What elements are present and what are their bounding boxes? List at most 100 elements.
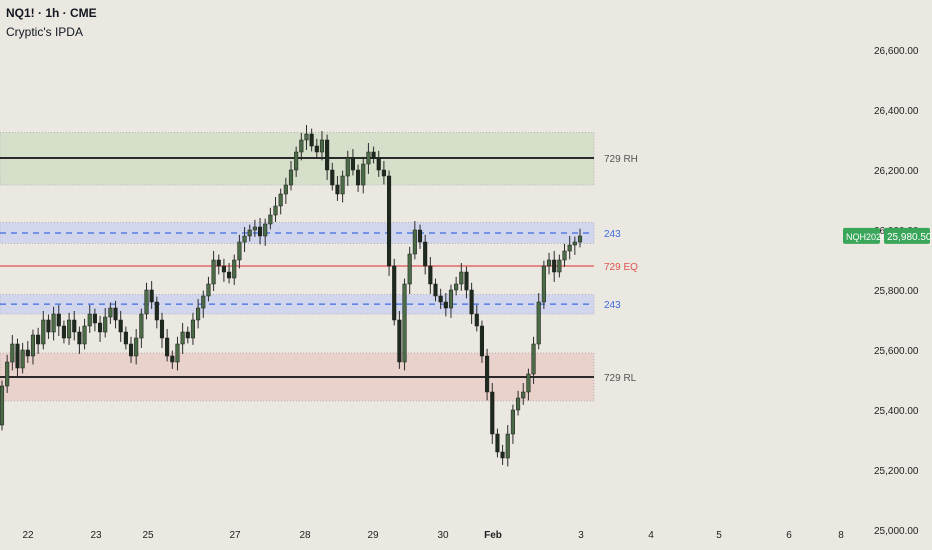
candle-body xyxy=(392,265,397,321)
candle-body xyxy=(294,151,299,171)
candle-body xyxy=(299,139,304,153)
candle-body xyxy=(51,313,56,333)
candle-body xyxy=(118,319,123,333)
candle-body xyxy=(144,289,149,315)
candle-body xyxy=(257,226,263,237)
candle-body xyxy=(577,235,583,243)
candle-body xyxy=(201,295,206,309)
candle-body xyxy=(25,349,30,357)
candle-body xyxy=(304,133,309,141)
candle-body xyxy=(464,271,469,291)
candle-body xyxy=(485,355,490,393)
candle-body xyxy=(15,343,20,369)
candle-body xyxy=(536,301,541,345)
candle-body xyxy=(423,241,428,267)
candle-body xyxy=(5,361,10,387)
price-badge xyxy=(884,227,930,244)
candle-body xyxy=(319,139,325,153)
candle-body xyxy=(314,145,319,153)
candle-body xyxy=(98,322,103,333)
candle-body xyxy=(211,259,216,285)
x-tick-label: 28 xyxy=(299,530,311,541)
candle-body xyxy=(557,259,562,273)
candle-body xyxy=(103,316,108,333)
candle-body xyxy=(454,283,459,291)
candle-body xyxy=(263,223,268,237)
candle-body xyxy=(128,343,134,357)
candle-body xyxy=(196,307,201,321)
candle-body xyxy=(221,265,226,273)
candle-body xyxy=(433,283,438,297)
candle-body xyxy=(552,259,557,273)
candle-body xyxy=(159,319,165,339)
y-tick-label: 25,600.00 xyxy=(874,346,919,357)
price-badge-label: 25,980.50 xyxy=(887,232,932,243)
candle-body xyxy=(67,319,72,339)
candle-body xyxy=(180,331,185,345)
candle-body xyxy=(510,409,515,435)
candle-body xyxy=(407,253,412,285)
x-tick-label: 5 xyxy=(716,530,722,541)
candle-body xyxy=(268,214,273,225)
candle-body xyxy=(521,391,526,399)
candle-body xyxy=(72,319,77,333)
candle-body xyxy=(572,241,577,246)
y-tick-label: 25,200.00 xyxy=(874,466,919,477)
candle-body xyxy=(232,259,237,279)
candle-body xyxy=(77,331,82,345)
candle-body xyxy=(371,151,376,159)
candle-body xyxy=(350,157,355,171)
candle-body xyxy=(165,337,170,357)
candle-body xyxy=(479,325,484,357)
candle-body xyxy=(206,283,211,297)
candle-body xyxy=(175,343,180,363)
candle-body xyxy=(428,265,433,285)
candle-body xyxy=(387,175,392,267)
candle-body xyxy=(10,343,15,363)
candle-body xyxy=(397,319,402,363)
y-tick-label: 26,200.00 xyxy=(874,166,919,177)
candle-body xyxy=(273,205,278,216)
level-label: 729 EQ xyxy=(604,262,638,273)
candle-body xyxy=(443,301,448,309)
candle-body xyxy=(459,271,464,285)
candle-body xyxy=(500,451,505,459)
candle-body xyxy=(345,157,350,177)
candle-body xyxy=(185,331,190,339)
candle-body xyxy=(526,373,531,393)
x-tick-label: Feb xyxy=(484,530,502,541)
level-label: 729 RH xyxy=(604,154,638,165)
candle-body xyxy=(87,313,92,327)
candle-body xyxy=(361,163,366,186)
candle-body xyxy=(330,169,335,186)
candle-body xyxy=(92,313,97,324)
y-tick-label: 26,600.00 xyxy=(874,46,919,57)
symbol-badge xyxy=(843,227,880,244)
x-tick-label: 22 xyxy=(22,530,34,541)
candle-body xyxy=(56,313,61,327)
x-tick-label: 4 xyxy=(648,530,654,541)
candle-body xyxy=(469,289,474,315)
x-tick-label: 27 xyxy=(229,530,241,541)
indicator-name: Cryptic's IPDA xyxy=(6,25,83,39)
candle-body xyxy=(562,250,567,261)
candle-body xyxy=(61,325,66,339)
candle-body xyxy=(325,139,330,171)
level-label: 243 xyxy=(604,300,621,311)
y-tick-label: 26,400.00 xyxy=(874,106,919,117)
candle-body xyxy=(227,271,232,279)
candle-body xyxy=(567,244,572,252)
symbol-badge-label: NQH2026 xyxy=(846,232,886,242)
candle-body xyxy=(134,337,139,357)
x-tick-label: 30 xyxy=(437,530,449,541)
x-tick-label: 29 xyxy=(367,530,379,541)
candle-body xyxy=(36,334,41,345)
candle-body xyxy=(505,433,510,459)
candle-body xyxy=(541,265,546,303)
candle-body xyxy=(154,301,159,321)
candle-body xyxy=(46,319,51,333)
candle-body xyxy=(381,169,386,177)
candle-body xyxy=(242,235,247,243)
candle-body xyxy=(366,151,371,165)
